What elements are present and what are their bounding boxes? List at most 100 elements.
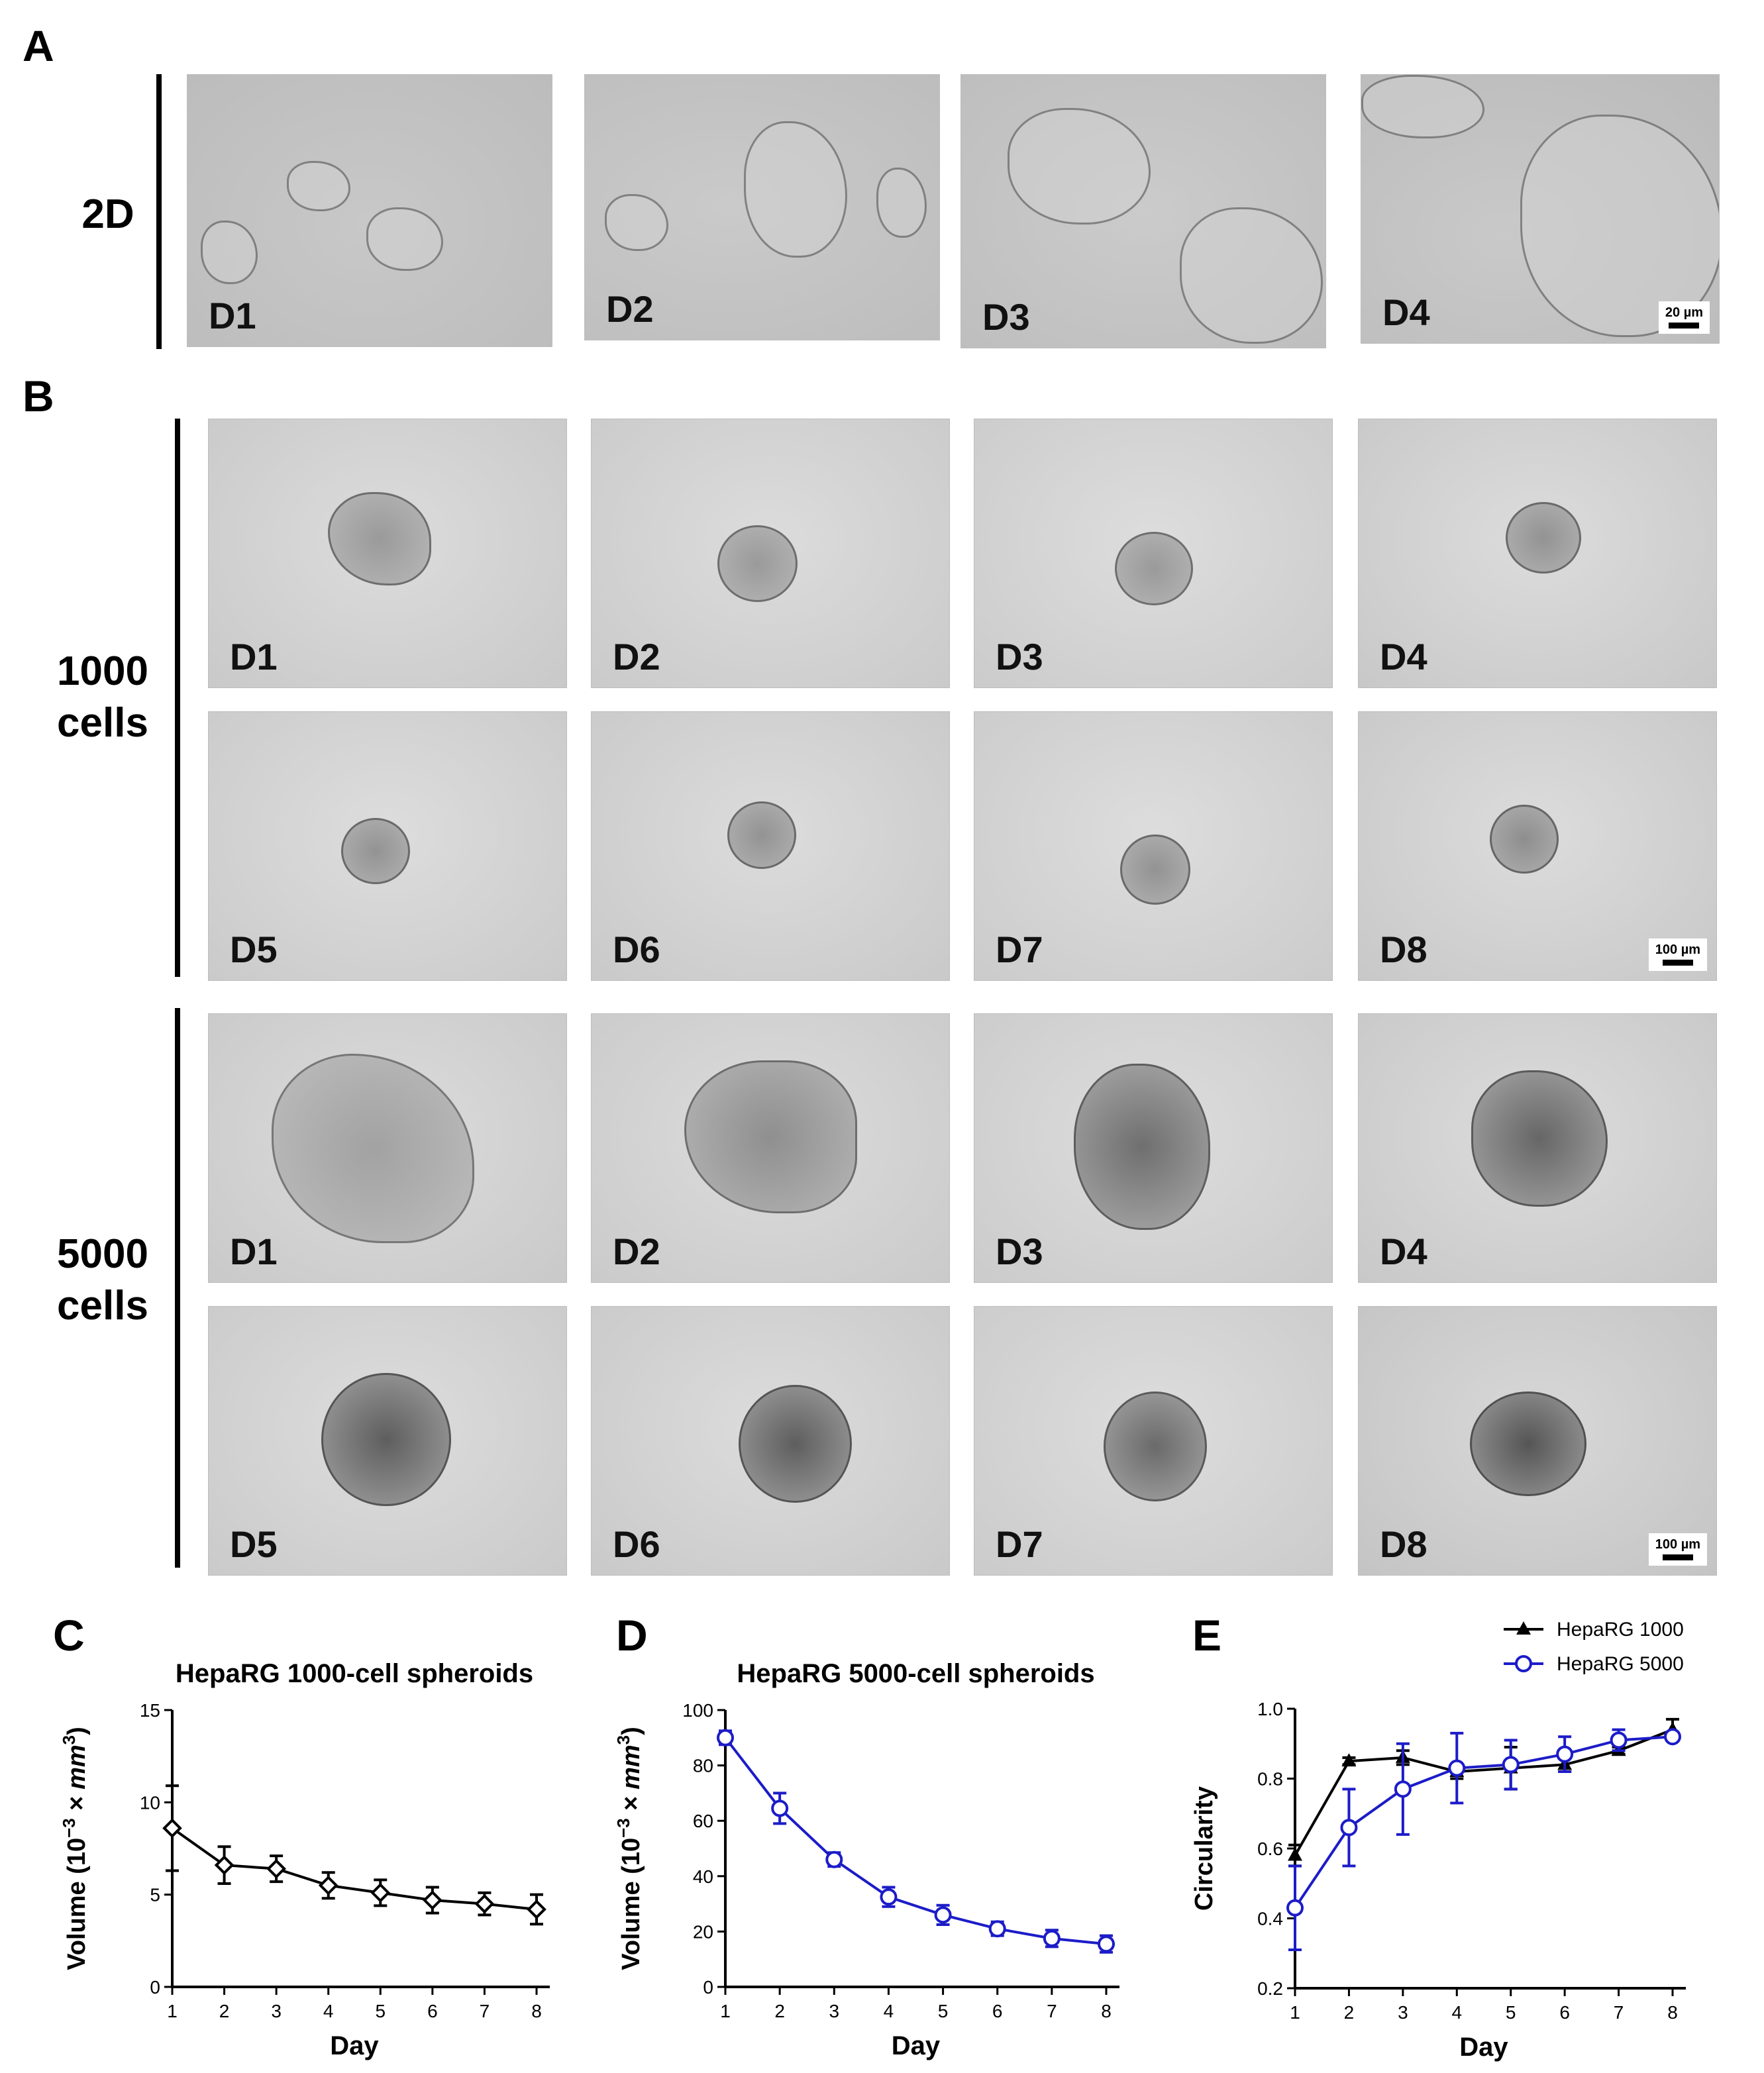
row-bar-1000 [175,419,180,977]
data-point [717,1729,734,1746]
day-label: D6 [613,1523,660,1565]
panel-letter-d: D [616,1611,648,1660]
micrograph-2d-d3: D3 [960,74,1326,348]
data-point [934,1906,952,1924]
day-label: D3 [996,1231,1043,1272]
x-axis-label: Day [1459,2033,1508,2062]
cell-cluster [605,194,668,251]
panel-letter-e: E [1192,1611,1222,1660]
spheroid [1506,502,1581,574]
x-tick-label: 5 [1506,2002,1516,2023]
data-point [1340,1819,1358,1837]
spheroid [328,492,431,585]
scale-bar-label: 20 µm [1665,305,1703,320]
data-point [1515,1655,1532,1672]
series-line [724,1737,1107,1946]
data-point [527,1899,546,1919]
cell-cluster [201,221,258,284]
data-point [162,1818,182,1839]
cell-cluster [366,207,443,271]
data-point [1286,1899,1304,1917]
x-tick-label: 3 [829,2001,839,2021]
x-tick-label: 3 [1398,2002,1408,2023]
x-tick-label: 8 [531,2001,542,2021]
x-tick-label: 5 [938,2001,949,2021]
row-bar-2d [156,74,162,349]
row-label-5000-cells: cells [57,1282,148,1329]
day-label: D7 [996,929,1043,970]
day-label: D2 [606,288,654,330]
y-tick-label: 0 [150,1977,160,1997]
chart-title: HepaRG 1000-cell spheroids [176,1659,533,1688]
data-point [1610,1731,1628,1749]
panel-letter-a: A [23,21,54,70]
y-tick-label: 60 [693,1811,713,1831]
x-tick-label: 4 [323,2001,334,2021]
day-label: D1 [230,636,278,678]
spheroid [1490,805,1559,874]
micrograph-1000-d3: D3 [974,419,1333,688]
row-bar-5000 [175,1008,180,1568]
x-tick-label: 7 [480,2001,490,2021]
micrograph-1000-d7: D7 [974,711,1333,981]
data-point [771,1799,789,1817]
legend-label: HepaRG 1000 [1557,1619,1684,1641]
y-tick-label: 20 [693,1921,713,1942]
spheroid [1074,1064,1210,1230]
series-line [1294,1735,1673,1909]
day-label: D4 [1382,291,1430,333]
data-point [1341,1753,1357,1767]
day-label: D2 [613,1231,660,1272]
day-label: D8 [1380,1523,1427,1565]
data-point [1516,1621,1531,1635]
spheroid [717,525,798,602]
micrograph-5000-d5: D5 [208,1306,567,1576]
data-point [1288,1847,1302,1861]
row-label-1000-cells: cells [57,699,148,746]
chart-title: HepaRG 5000-cell spheroids [737,1659,1094,1688]
spheroid [1104,1391,1207,1501]
y-tick-label: 5 [150,1885,160,1905]
y-tick-label: 0 [703,1977,713,1997]
cell-cluster [287,161,350,211]
row-label-2d: 2D [81,191,134,237]
data-point [214,1855,234,1875]
day-label: D8 [1380,929,1427,970]
spheroid [1115,532,1193,605]
micrograph-1000-d8: D8 100 µm [1358,711,1717,981]
micrograph-5000-d7: D7 [974,1306,1333,1576]
data-point [1448,1759,1466,1777]
micrograph-5000-d1: D1 [208,1013,567,1283]
y-tick-label: 80 [693,1756,713,1776]
cell-cluster [1180,207,1323,344]
y-tick-label: 15 [140,1700,160,1721]
micrograph-2d-d1: D1 [187,74,552,347]
x-tick-label: 8 [1101,2001,1112,2021]
data-point [825,1850,843,1868]
spheroid [321,1373,451,1506]
day-label: D3 [996,636,1043,678]
micrograph-5000-d2: D2 [591,1013,950,1283]
micrograph-5000-d6: D6 [591,1306,950,1576]
cell-cluster [1520,115,1719,337]
x-tick-label: 8 [1667,2002,1678,2023]
y-tick-label: 0.2 [1257,1978,1283,1999]
data-point [1043,1929,1061,1947]
cell-cluster [876,168,927,238]
day-label: D5 [230,1523,278,1565]
scale-bar-2d: 20 µm [1658,301,1710,334]
data-point [423,1890,442,1910]
row-label-5000: 5000 cells [40,1229,166,1331]
day-label: D7 [996,1523,1043,1565]
series-line [1294,1728,1673,1856]
x-tick-label: 2 [774,2001,785,2021]
x-tick-label: 1 [720,2001,731,2021]
chart-d-volume-5000: HepaRG 5000-cell spheroids 0 20 40 60 80 100 1 2… [613,1659,1119,2060]
day-label: D4 [1380,636,1427,678]
data-point [1098,1935,1115,1953]
micrograph-2d-d4: D4 20 µm [1361,74,1720,344]
spheroid [341,818,410,884]
data-point [266,1858,286,1879]
micrograph-1000-d1: D1 [208,419,567,688]
x-tick-label: 6 [427,2001,438,2021]
